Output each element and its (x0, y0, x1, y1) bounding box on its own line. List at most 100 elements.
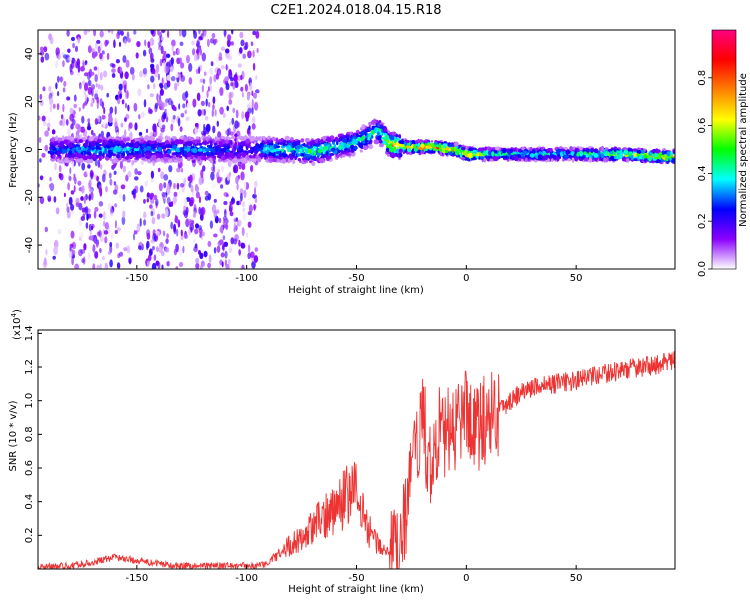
noise-speckle (133, 102, 138, 112)
signal-cell (240, 158, 245, 163)
signal-cell (147, 154, 151, 159)
noise-speckle (151, 246, 155, 251)
noise-speckle (209, 67, 214, 76)
noise-speckle (235, 217, 238, 222)
noise-speckle (185, 70, 190, 75)
noise-speckle (147, 41, 151, 49)
signal-cell (288, 153, 293, 158)
noise-speckle (239, 31, 244, 39)
noise-speckle (203, 30, 207, 38)
signal-cell (383, 127, 388, 133)
signal-cell (167, 136, 171, 141)
noise-speckle (63, 54, 68, 59)
signal-cell (593, 153, 599, 158)
noise-speckle (47, 127, 50, 132)
noise-speckle (39, 158, 42, 163)
noise-speckle (208, 254, 212, 264)
noise-speckle (44, 226, 48, 233)
noise-speckle (159, 83, 164, 89)
signal-cell (124, 156, 130, 160)
signal-cell (572, 147, 575, 151)
signal-cell (53, 147, 57, 151)
noise-speckle (100, 42, 103, 51)
noise-speckle (167, 30, 170, 38)
signal-cell (569, 146, 573, 152)
signal-cell (311, 161, 316, 166)
noise-speckle (124, 117, 127, 122)
signal-cell (424, 143, 427, 147)
noise-speckle (112, 189, 118, 195)
noise-speckle (222, 218, 226, 227)
noise-speckle (90, 225, 94, 231)
signal-cell (255, 136, 261, 141)
signal-cell (389, 135, 395, 141)
noise-speckle (205, 98, 208, 107)
snr-multiplier: (x104) (10, 309, 23, 340)
noise-speckle (150, 75, 155, 83)
signal-cell (390, 152, 396, 159)
signal-cell (442, 143, 448, 147)
signal-cell (407, 148, 412, 153)
signal-cell (354, 146, 358, 150)
noise-speckle (166, 74, 172, 81)
noise-speckle (77, 36, 80, 44)
signal-cell (295, 151, 299, 154)
signal-cell (59, 141, 64, 146)
noise-speckle (226, 105, 229, 112)
signal-cell (222, 143, 226, 148)
noise-speckle (236, 200, 240, 206)
signal-cell (296, 145, 301, 149)
noise-speckle (230, 41, 234, 46)
signal-cell (448, 144, 454, 147)
noise-speckle (158, 122, 163, 127)
noise-speckle (115, 59, 120, 64)
noise-speckle (149, 192, 155, 198)
noise-speckle (174, 82, 178, 92)
noise-speckle (203, 250, 208, 258)
noise-speckle (170, 221, 174, 230)
noise-speckle (180, 75, 186, 82)
signal-cell (230, 140, 233, 145)
noise-speckle (162, 60, 166, 68)
noise-speckle (223, 30, 227, 37)
signal-cell (217, 147, 220, 152)
noise-speckle (216, 245, 221, 253)
signal-cell (294, 155, 297, 161)
noise-speckle (69, 107, 74, 114)
signal-cell (88, 147, 92, 151)
noise-speckle (242, 71, 245, 79)
signal-cell (121, 143, 127, 149)
noise-speckle (155, 198, 159, 207)
signal-cell (86, 158, 91, 164)
noise-speckle (186, 102, 191, 108)
noise-speckle (126, 31, 130, 39)
colorbar-label: Normalized spectral amplitude (738, 73, 749, 227)
noise-speckle (150, 170, 155, 179)
signal-cell (391, 131, 397, 136)
noise-speckle (230, 77, 234, 82)
signal-cell (396, 153, 400, 157)
noise-speckle (228, 121, 232, 126)
spectrogram-marks (38, 30, 675, 269)
noise-speckle (92, 263, 96, 269)
noise-speckle (38, 137, 42, 143)
noise-speckle (212, 125, 216, 134)
noise-speckle (170, 123, 174, 132)
signal-cell (382, 140, 387, 145)
noise-speckle (185, 90, 189, 98)
noise-speckle (84, 82, 89, 91)
signal-cell (344, 134, 350, 139)
noise-speckle (231, 30, 234, 35)
signal-cell (334, 136, 339, 142)
noise-speckle (246, 232, 249, 239)
signal-cell (174, 139, 180, 145)
signal-cell (550, 147, 553, 153)
noise-speckle (118, 83, 123, 91)
signal-cell (560, 148, 566, 152)
noise-speckle (229, 263, 233, 269)
signal-cell (122, 137, 127, 144)
signal-cell (393, 146, 397, 151)
signal-cell (604, 153, 608, 157)
signal-cell (151, 154, 157, 161)
